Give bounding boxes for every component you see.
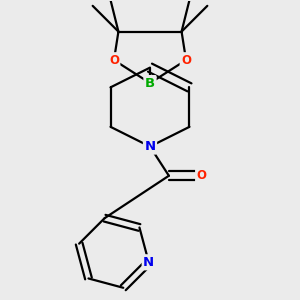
Text: N: N <box>143 256 154 269</box>
Text: N: N <box>144 140 156 153</box>
Text: O: O <box>181 54 191 67</box>
Text: O: O <box>109 54 119 67</box>
Text: B: B <box>145 76 155 90</box>
Text: O: O <box>196 169 206 182</box>
